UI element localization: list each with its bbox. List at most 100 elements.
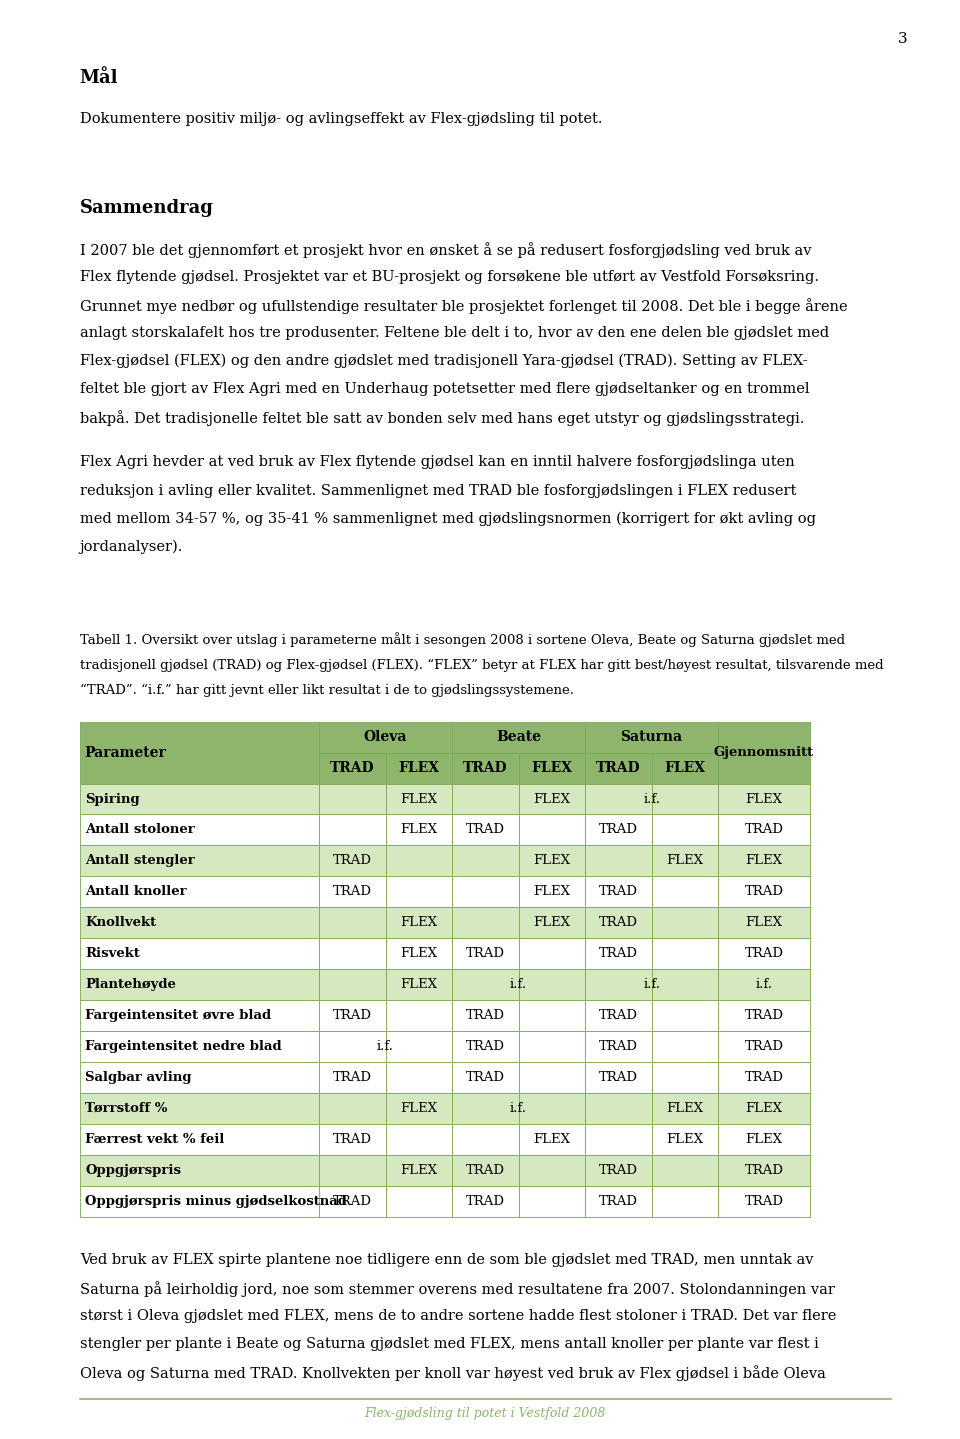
Bar: [319, 970, 386, 1000]
Bar: [718, 1124, 810, 1154]
Bar: [652, 938, 718, 970]
Text: Flex-gjødsling til potet i Vestfold 2008: Flex-gjødsling til potet i Vestfold 2008: [365, 1407, 606, 1420]
Text: TRAD: TRAD: [466, 1071, 505, 1084]
Text: med mellom 34-57 %, og 35-41 % sammenlignet med gjødslingsnormen (korrigert for : med mellom 34-57 %, og 35-41 % sammenlig…: [80, 511, 816, 527]
Text: bakpå. Det tradisjonelle feltet ble satt av bonden selv med hans eget utstyr og : bakpå. Det tradisjonelle feltet ble satt…: [80, 410, 804, 426]
Text: TRAD: TRAD: [466, 1194, 505, 1207]
Text: TRAD: TRAD: [599, 885, 637, 898]
Bar: [80, 876, 319, 908]
Text: Gjennomsnitt: Gjennomsnitt: [714, 745, 814, 760]
Text: i.f.: i.f.: [756, 979, 773, 991]
Text: i.f.: i.f.: [510, 979, 527, 991]
Text: TRAD: TRAD: [599, 947, 637, 960]
Text: i.f.: i.f.: [643, 793, 660, 806]
Bar: [652, 908, 718, 938]
Bar: [518, 1154, 585, 1186]
Bar: [652, 1030, 718, 1062]
Text: Oleva og Saturna med TRAD. Knollvekten per knoll var høyest ved bruk av Flex gjø: Oleva og Saturna med TRAD. Knollvekten p…: [80, 1364, 826, 1381]
Bar: [585, 1094, 652, 1124]
Bar: [80, 1154, 319, 1186]
Text: FLEX: FLEX: [534, 885, 570, 898]
Text: Antall stoloner: Antall stoloner: [85, 823, 195, 836]
Text: Fargeintensitet øvre blad: Fargeintensitet øvre blad: [85, 1009, 272, 1022]
Text: TRAD: TRAD: [744, 823, 783, 836]
Bar: [452, 753, 518, 783]
Bar: [80, 938, 319, 970]
Bar: [452, 1186, 518, 1217]
Bar: [319, 721, 452, 753]
Text: TRAD: TRAD: [463, 761, 508, 776]
Text: TRAD: TRAD: [744, 947, 783, 960]
Text: anlagt storskalafelt hos tre produsenter. Feltene ble delt i to, hvor av den ene: anlagt storskalafelt hos tre produsenter…: [80, 327, 828, 340]
Text: TRAD: TRAD: [744, 1040, 783, 1053]
Bar: [80, 783, 319, 814]
Text: FLEX: FLEX: [745, 793, 782, 806]
Text: Risvekt: Risvekt: [85, 947, 140, 960]
Bar: [718, 1000, 810, 1030]
Text: FLEX: FLEX: [400, 979, 437, 991]
Bar: [319, 753, 386, 783]
Bar: [319, 845, 386, 876]
Bar: [80, 845, 319, 876]
Text: TRAD: TRAD: [599, 1009, 637, 1022]
Bar: [386, 783, 452, 814]
Bar: [386, 1124, 452, 1154]
Text: Salgbar avling: Salgbar avling: [85, 1071, 192, 1084]
Text: FLEX: FLEX: [400, 793, 437, 806]
Text: Oppgjørspris: Oppgjørspris: [85, 1164, 181, 1177]
Bar: [585, 1030, 652, 1062]
Text: FLEX: FLEX: [534, 917, 570, 930]
Bar: [585, 970, 652, 1000]
Bar: [452, 814, 518, 845]
Text: FLEX: FLEX: [400, 823, 437, 836]
Text: FLEX: FLEX: [400, 1164, 437, 1177]
Bar: [452, 783, 518, 814]
Bar: [518, 1124, 585, 1154]
Text: Sammendrag: Sammendrag: [80, 199, 213, 217]
Text: Oppgjørspris minus gjødselkostnad: Oppgjørspris minus gjødselkostnad: [85, 1194, 348, 1207]
Text: FLEX: FLEX: [745, 1102, 782, 1115]
Bar: [80, 1062, 319, 1094]
Bar: [386, 845, 452, 876]
Text: TRAD: TRAD: [744, 1071, 783, 1084]
Bar: [80, 970, 319, 1000]
Bar: [652, 753, 718, 783]
Bar: [718, 1186, 810, 1217]
Text: Antall knoller: Antall knoller: [85, 885, 187, 898]
Text: TRAD: TRAD: [599, 1164, 637, 1177]
Bar: [652, 970, 718, 1000]
Bar: [518, 845, 585, 876]
Text: TRAD: TRAD: [333, 1009, 372, 1022]
Text: FLEX: FLEX: [664, 761, 706, 776]
Bar: [585, 721, 718, 753]
Text: TRAD: TRAD: [599, 823, 637, 836]
Bar: [386, 814, 452, 845]
Text: 3: 3: [898, 32, 907, 46]
Bar: [518, 1186, 585, 1217]
Bar: [585, 783, 652, 814]
Bar: [585, 1000, 652, 1030]
Bar: [585, 845, 652, 876]
Bar: [585, 908, 652, 938]
Bar: [386, 753, 452, 783]
Bar: [80, 814, 319, 845]
Bar: [518, 753, 585, 783]
Bar: [652, 1000, 718, 1030]
Text: Saturna på leirholdig jord, noe som stemmer overens med resultatene fra 2007. St: Saturna på leirholdig jord, noe som stem…: [80, 1281, 834, 1297]
Bar: [518, 783, 585, 814]
Text: TRAD: TRAD: [333, 885, 372, 898]
Bar: [718, 1154, 810, 1186]
Bar: [319, 1124, 386, 1154]
Text: FLEX: FLEX: [666, 855, 704, 868]
Text: Fargeintensitet nedre blad: Fargeintensitet nedre blad: [85, 1040, 282, 1053]
Bar: [452, 908, 518, 938]
Text: Parameter: Parameter: [84, 745, 166, 760]
Bar: [718, 1030, 810, 1062]
Bar: [518, 1094, 585, 1124]
Bar: [652, 876, 718, 908]
Bar: [718, 721, 810, 783]
Bar: [386, 1062, 452, 1094]
Bar: [452, 1030, 518, 1062]
Bar: [319, 814, 386, 845]
Text: TRAD: TRAD: [333, 1071, 372, 1084]
